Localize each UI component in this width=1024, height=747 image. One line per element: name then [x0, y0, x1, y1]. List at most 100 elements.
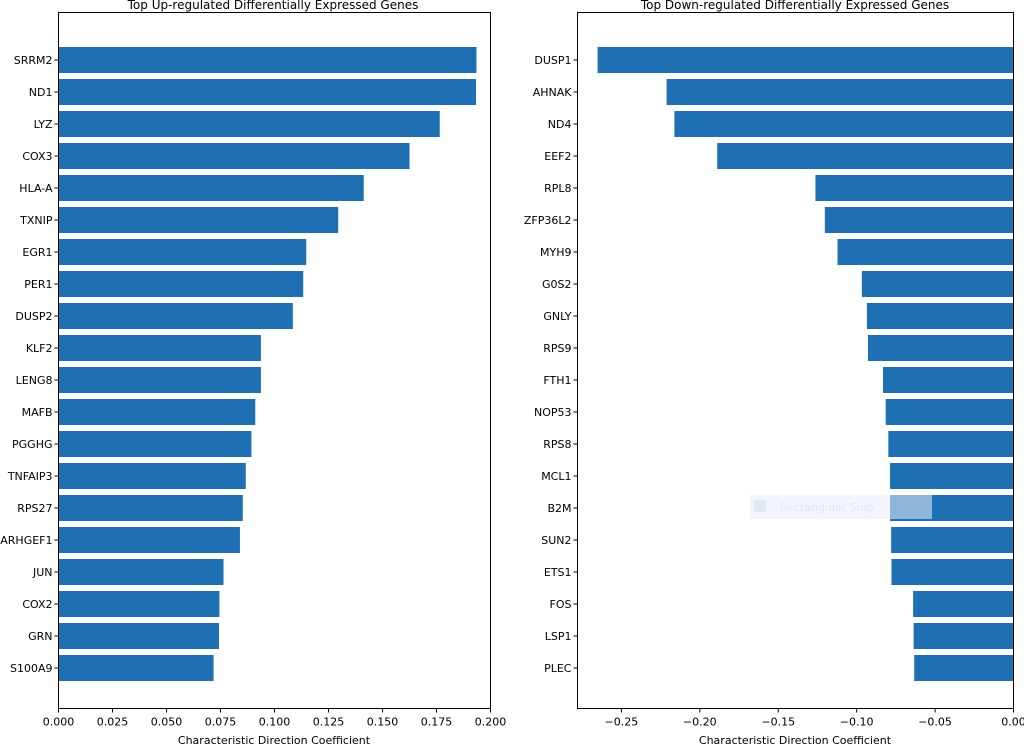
bar-up-arhgef1: [58, 527, 240, 553]
bars-down: [597, 47, 1014, 681]
category-label-up-lyz: LYZ: [34, 118, 53, 131]
x-ticks-down: −0.25 −0.20 −0.15 −0.10 −0.05 0.00: [573, 59, 1024, 729]
category-label-up-cox2: COX2: [22, 598, 52, 611]
x-tick-label-down-4: −0.10: [840, 716, 874, 729]
bar-down-gnly: [866, 303, 1014, 329]
bar-down-nd4: [674, 111, 1014, 137]
category-label-up-arhgef1: ARHGEF1: [0, 534, 52, 547]
bar-up-klf2: [58, 335, 261, 361]
category-label-up-nd1: ND1: [29, 86, 53, 99]
x-tick-label-down-1: −0.25: [605, 716, 639, 729]
bar-down-sun2: [891, 527, 1014, 553]
category-label-up-leng8: LENG8: [16, 374, 53, 387]
category-labels-up: SRRM2 ND1 LYZ COX3 HLA-A TXNIP EGR1 PER1 DUSP2 KL…: [0, 54, 53, 675]
bar-down-rps9: [867, 335, 1014, 361]
snip-overlay: Rectangular Snip: [750, 495, 932, 519]
category-label-up-rps27: RPS27: [17, 502, 52, 515]
x-tick-label-up-9: 0.200: [475, 716, 507, 729]
x-tick-label-up-1: 0.000: [43, 716, 75, 729]
snip-overlay-box: [750, 495, 932, 519]
category-label-down-lsp1: LSP1: [545, 630, 572, 643]
category-label-down-fos: FOS: [550, 598, 572, 611]
bar-up-grn: [58, 623, 219, 649]
x-tick-label-down-6: 0.00: [1001, 716, 1024, 729]
x-tick-label-up-4: 0.075: [205, 716, 237, 729]
x-tick-label-up-2: 0.025: [97, 716, 129, 729]
bar-up-cox3: [58, 143, 410, 169]
category-label-down-rps9: RPS9: [543, 342, 571, 355]
bar-up-mafb: [58, 399, 256, 425]
chart-up-regulated: Top Up-regulated Differentially Expresse…: [0, 0, 506, 747]
bar-up-dusp2: [58, 303, 293, 329]
bar-up-s100a9: [58, 655, 214, 681]
bar-down-ahnak: [666, 79, 1014, 105]
category-label-up-mafb: MAFB: [22, 406, 53, 419]
x-ticks-up: 0.000 0.025 0.050 0.075 0.100 0.125 0.150 0.175…: [43, 59, 507, 729]
bar-down-fth1: [883, 367, 1014, 393]
x-tick-label-down-2: −0.20: [683, 716, 717, 729]
category-label-down-nd4: ND4: [548, 118, 572, 131]
bar-down-plec: [914, 655, 1014, 681]
category-label-down-sun2: SUN2: [541, 534, 571, 547]
category-label-up-pgghg: PGGHG: [12, 438, 52, 451]
bar-down-rps8: [888, 431, 1014, 457]
category-label-up-grn: GRN: [28, 630, 52, 643]
bar-down-fos: [913, 591, 1014, 617]
chart-title-up: Top Up-regulated Differentially Expresse…: [127, 0, 419, 12]
category-label-down-dusp1: DUSP1: [534, 54, 571, 67]
category-label-down-ahnak: AHNAK: [533, 86, 573, 99]
bar-up-lyz: [58, 111, 440, 137]
bar-up-leng8: [58, 367, 261, 393]
category-label-down-rpl8: RPL8: [544, 182, 571, 195]
category-label-up-hla-a: HLA-A: [19, 182, 53, 195]
bar-up-jun: [58, 559, 224, 585]
bar-down-lsp1: [913, 623, 1014, 649]
x-tick-label-up-3: 0.050: [151, 716, 183, 729]
bar-down-zfp36l2: [824, 207, 1014, 233]
bar-up-cox2: [58, 591, 220, 617]
x-tick-label-up-5: 0.100: [259, 716, 291, 729]
bar-down-mcl1: [890, 463, 1014, 489]
x-tick-label-down-5: −0.05: [918, 716, 952, 729]
x-axis-label-down: Characteristic Direction Coefficient: [699, 734, 892, 747]
x-tick-label-up-7: 0.150: [367, 716, 399, 729]
x-tick-label-up-6: 0.125: [313, 716, 345, 729]
bar-up-per1: [58, 271, 304, 297]
bar-up-rps27: [58, 495, 243, 521]
snip-overlay-label: Rectangular Snip: [780, 501, 874, 514]
category-label-down-nop53: NOP53: [534, 406, 572, 419]
category-label-down-eef2: EEF2: [544, 150, 571, 163]
bar-down-nop53: [885, 399, 1014, 425]
category-label-up-egr1: EGR1: [22, 246, 52, 259]
bar-down-myh9: [837, 239, 1014, 265]
category-label-down-ets1: ETS1: [544, 566, 572, 579]
category-label-down-myh9: MYH9: [540, 246, 571, 259]
category-label-up-tnfaip3: TNFAIP3: [7, 470, 53, 483]
category-label-up-cox3: COX3: [22, 150, 52, 163]
category-label-down-rps8: RPS8: [543, 438, 571, 451]
bar-up-nd1: [58, 79, 477, 105]
category-label-down-plec: PLEC: [544, 662, 572, 675]
x-tick-label-down-3: −0.15: [761, 716, 795, 729]
category-label-down-g0s2: G0S2: [542, 278, 572, 291]
bar-down-rpl8: [815, 175, 1014, 201]
category-label-down-gnly: GNLY: [543, 310, 571, 323]
bar-down-ets1: [891, 559, 1014, 585]
bars-up: [58, 47, 477, 681]
category-label-down-fth1: FTH1: [543, 374, 571, 387]
bar-down-dusp1: [597, 47, 1014, 73]
category-label-up-jun: JUN: [32, 566, 53, 579]
bar-up-txnip: [58, 207, 339, 233]
bar-up-tnfaip3: [58, 463, 246, 489]
bar-down-eef2: [717, 143, 1014, 169]
bar-up-hla-a: [58, 175, 364, 201]
axes-frame-up: [58, 12, 491, 709]
bar-up-srrm2: [58, 47, 477, 73]
category-label-up-s100a9: S100A9: [10, 662, 53, 675]
category-label-up-klf2: KLF2: [26, 342, 53, 355]
category-label-up-srrm2: SRRM2: [14, 54, 53, 67]
chart-title-down: Top Down-regulated Differentially Expres…: [640, 0, 949, 12]
category-label-down-zfp36l2: ZFP36L2: [524, 214, 572, 227]
snip-icon: [754, 500, 766, 512]
